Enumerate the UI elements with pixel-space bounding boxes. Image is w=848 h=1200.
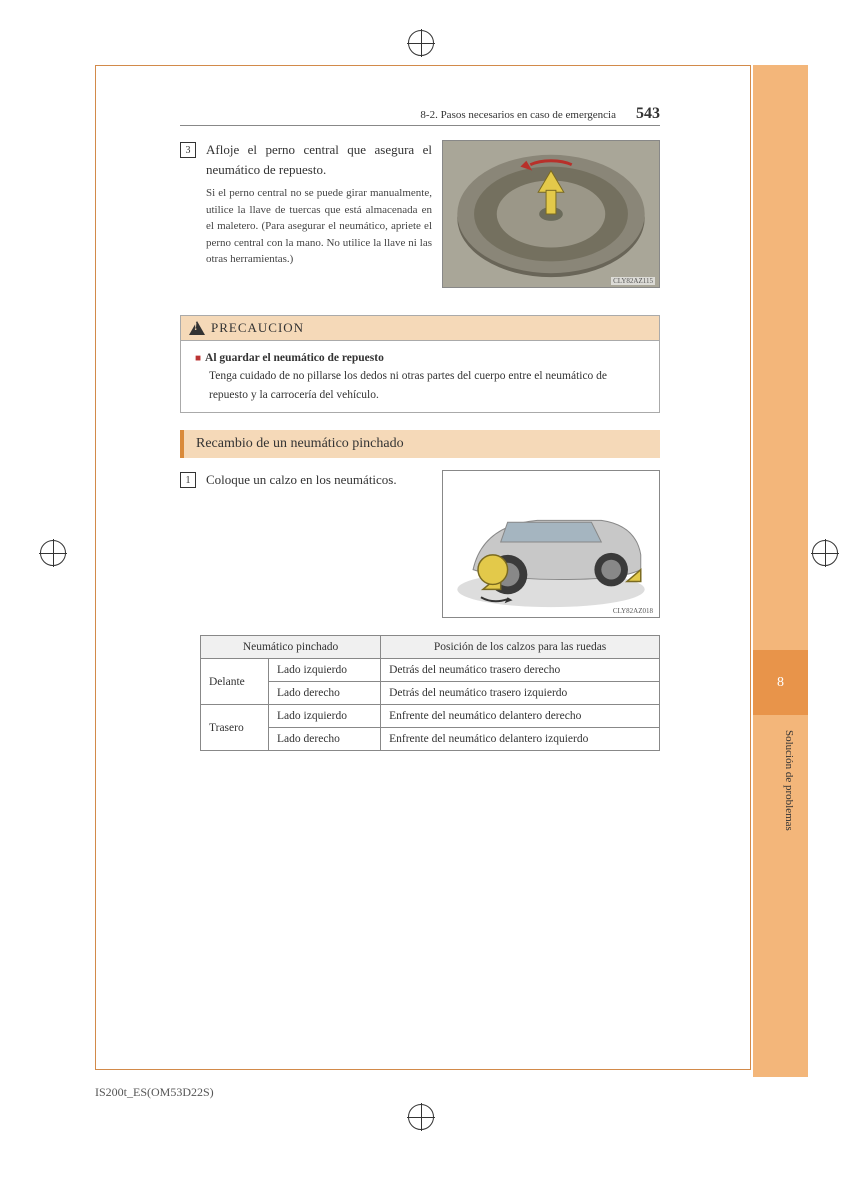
table-header: Neumático pinchado xyxy=(201,636,381,659)
footer-doc-code: IS200t_ES(OM53D22S) xyxy=(95,1085,214,1100)
caution-body: ■ Al guardar el neumático de repuesto Ten… xyxy=(181,341,659,412)
step-1-text: Coloque un calzo en los neumáticos. xyxy=(206,470,432,618)
caution-header: PRECAUCION xyxy=(181,316,659,341)
step-3-subtext: Si el perno central no se puede girar ma… xyxy=(206,185,432,268)
chock-position-table: Neumático pinchado Posición de los calzo… xyxy=(200,635,660,751)
figure-label: CLY82AZ115 xyxy=(611,277,655,285)
table-cell: Delante xyxy=(201,659,269,705)
caution-subheading: Al guardar el neumático de repuesto xyxy=(205,352,384,364)
header-rule xyxy=(180,125,660,126)
table-cell: Lado izquierdo xyxy=(269,705,381,728)
section-path: 8-2. Pasos necesarios en caso de emergen… xyxy=(420,109,616,121)
caution-title: PRECAUCION xyxy=(211,320,304,336)
side-tab-number: 8 xyxy=(753,650,808,715)
reg-mark-right xyxy=(812,540,838,566)
step-3-text: Afloje el perno central que asegura el n… xyxy=(206,140,432,179)
reg-mark-left xyxy=(40,540,66,566)
page-number: 543 xyxy=(636,105,660,123)
table-row: Lado derecho Enfrente del neumático dela… xyxy=(201,728,660,751)
reg-mark-top xyxy=(408,30,434,56)
caution-text: Tenga cuidado de no pillarse los dedos n… xyxy=(195,367,645,404)
table-row: Delante Lado izquierdo Detrás del neumát… xyxy=(201,659,660,682)
table-cell: Lado izquierdo xyxy=(269,659,381,682)
figure-label: CLY82AZ018 xyxy=(611,607,655,615)
warning-icon xyxy=(189,321,205,335)
table-cell: Trasero xyxy=(201,705,269,751)
section-heading: Recambio de un neumático pinchado xyxy=(180,430,660,458)
table-cell: Enfrente del neumático delantero derecho xyxy=(381,705,660,728)
table-cell: Lado derecho xyxy=(269,682,381,705)
side-tab-label: Solución de problemas xyxy=(783,730,795,831)
table-cell: Enfrente del neumático delantero izquier… xyxy=(381,728,660,751)
step-number-box: 1 xyxy=(180,472,196,488)
table-header-row: Neumático pinchado Posición de los calzo… xyxy=(201,636,660,659)
table-cell: Lado derecho xyxy=(269,728,381,751)
table-row: Lado derecho Detrás del neumático traser… xyxy=(201,682,660,705)
page-header: 8-2. Pasos necesarios en caso de emergen… xyxy=(180,105,660,123)
figure-car-chock: CLY82AZ018 xyxy=(442,470,660,618)
table-cell: Detrás del neumático trasero izquierdo xyxy=(381,682,660,705)
table-row: Trasero Lado izquierdo Enfrente del neum… xyxy=(201,705,660,728)
table-header: Posición de los calzos para las ruedas xyxy=(381,636,660,659)
caution-box: PRECAUCION ■ Al guardar el neumático de r… xyxy=(180,315,660,413)
bullet-icon: ■ xyxy=(195,353,201,364)
side-tab xyxy=(753,65,808,1077)
figure-spare-tire: CLY82AZ115 xyxy=(442,140,660,288)
step-number-box: 3 xyxy=(180,142,196,158)
step-3-row: 3 Afloje el perno central que asegura el… xyxy=(180,140,660,288)
step-1-row: 1 Coloque un calzo en los neumáticos. CL… xyxy=(180,470,660,618)
table-cell: Detrás del neumático trasero derecho xyxy=(381,659,660,682)
reg-mark-bottom xyxy=(408,1104,434,1130)
